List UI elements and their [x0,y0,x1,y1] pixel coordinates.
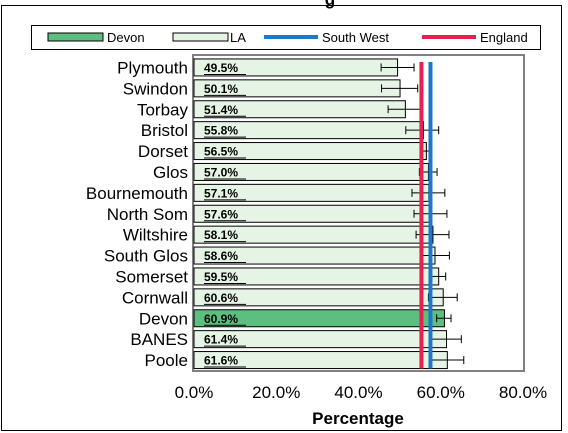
category-label-wiltshire: Wiltshire [123,226,188,245]
error-bar-cornwall [427,293,458,302]
bar-value-label: 49.5% [204,61,238,75]
bar-value-label: 56.5% [204,145,238,159]
bar-value-label: 57.6% [204,207,238,221]
bar-value-label: 60.9% [204,312,238,326]
category-label-plymouth: Plymouth [117,58,188,77]
error-bar-devon [436,314,452,323]
bar-value-label: 57.1% [204,186,238,200]
category-label-south-glos: South Glos [104,247,188,266]
category-label-bournemouth: Bournemouth [86,184,188,203]
category-labels: Plymouth Swindon Torbay Bristol Dorset Glos Bo… [86,58,189,370]
x-tick-label: 20.0% [252,383,300,402]
bar-value-label: 51.4% [204,103,238,117]
legend-label-england: England [480,30,528,45]
category-label-cornwall: Cornwall [122,288,188,307]
legend-entry-devon: Devon [47,30,145,45]
category-label-poole: Poole [145,351,188,370]
category-label-banes: BANES [130,330,188,349]
category-label-north-som: North Som [107,205,188,224]
bar-value-label: 61.4% [204,333,238,347]
legend: Devon LA South West England [31,25,541,50]
x-tick-label: 40.0% [334,383,382,402]
category-label-dorset: Dorset [138,142,188,161]
bar-value-label: 55.8% [204,124,238,138]
bar-value-label: 58.6% [204,249,238,263]
bar-value-label: 57.0% [204,165,238,179]
bar-value-labels: 49.5% 50.1% 51.4% 55.8% 56.5% 57.0% 57.1% 57.6%… [204,61,246,368]
category-label-torbay: Torbay [137,100,189,119]
x-axis-title: Percentage [312,409,404,428]
category-label-bristol: Bristol [141,121,188,140]
category-label-glos: Glos [153,163,188,182]
legend-entry-la: LA [172,30,246,45]
error-bar-bournemouth [411,188,446,197]
bar-value-label: 61.6% [204,354,238,368]
legend-label-la: LA [230,30,246,45]
chart-title-fragment: g [325,0,335,9]
category-label-devon: Devon [139,309,188,328]
x-tick-label: 80.0% [499,383,547,402]
legend-label-south-west: South West [322,30,389,45]
bar-value-label: 59.5% [204,270,238,284]
category-label-somerset: Somerset [115,267,188,286]
error-bar-swindon [381,84,419,93]
legend-entry-south-west: South West [264,30,389,45]
legend-label-devon: Devon [107,30,145,45]
bar-value-label: 58.1% [204,228,238,242]
bar-value-label: 50.1% [204,82,238,96]
legend-entry-england: England [422,30,528,45]
bars [193,58,448,370]
category-label-swindon: Swindon [123,79,188,98]
reference-lines [419,62,433,369]
x-tick-label: 0.0% [175,383,214,402]
x-axis-ticks: 0.0% 20.0% 40.0% 60.0% 80.0% [175,383,547,402]
error-bar-plymouth [380,63,415,72]
bar-value-label: 60.6% [204,291,238,305]
legend-swatch-devon [47,32,104,42]
legend-swatch-la [172,32,229,42]
x-tick-label: 60.0% [417,383,465,402]
